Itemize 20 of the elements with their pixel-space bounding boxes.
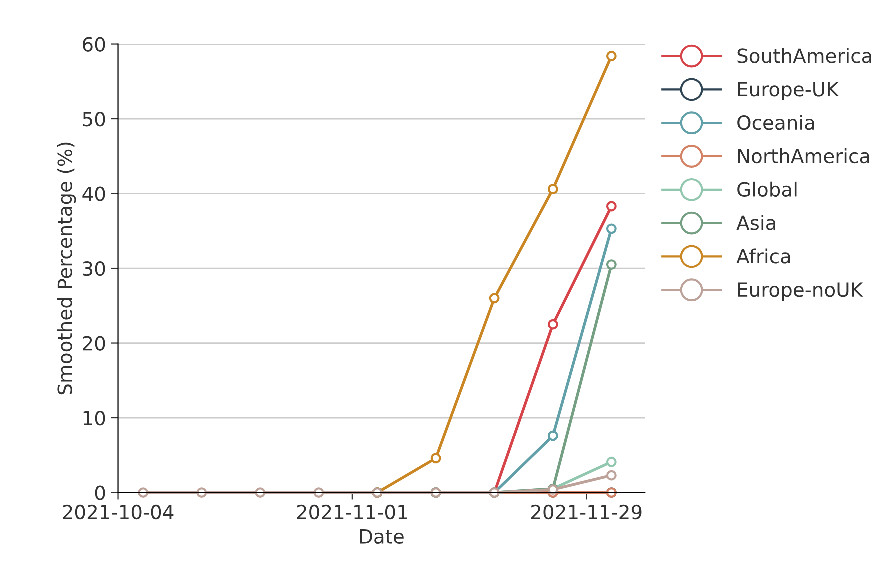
legend-label: Oceania [738, 115, 814, 130]
y-tick-label: 10 [84, 410, 106, 426]
legend-label: Europe-noUK [738, 282, 864, 301]
legend-label: Asia [736, 215, 776, 230]
legend-label: NorthAmerica [738, 148, 870, 164]
legend-label: Africa [736, 248, 790, 264]
y-tick-label: 30 [83, 261, 106, 276]
x-tick-label: 2021-10-04 [63, 504, 174, 520]
y-axis-title: Smoothed Percentage (%) [57, 142, 76, 395]
y-tick-label: 50 [83, 112, 106, 127]
legend-label: SouthAmerica [738, 48, 872, 64]
x-tick-label: 2021-11-01 [297, 504, 408, 520]
x-tick-label: 2021-11-29 [532, 504, 642, 520]
y-tick-label: 40 [82, 186, 106, 202]
y-tick-label: 0 [95, 486, 106, 500]
y-tick-label: 20 [83, 336, 106, 351]
y-tick-label: 60 [83, 37, 106, 52]
legend-label: Global [738, 182, 797, 197]
x-axis-title: Date [360, 530, 404, 544]
legend-label: Europe-UK [738, 82, 840, 101]
